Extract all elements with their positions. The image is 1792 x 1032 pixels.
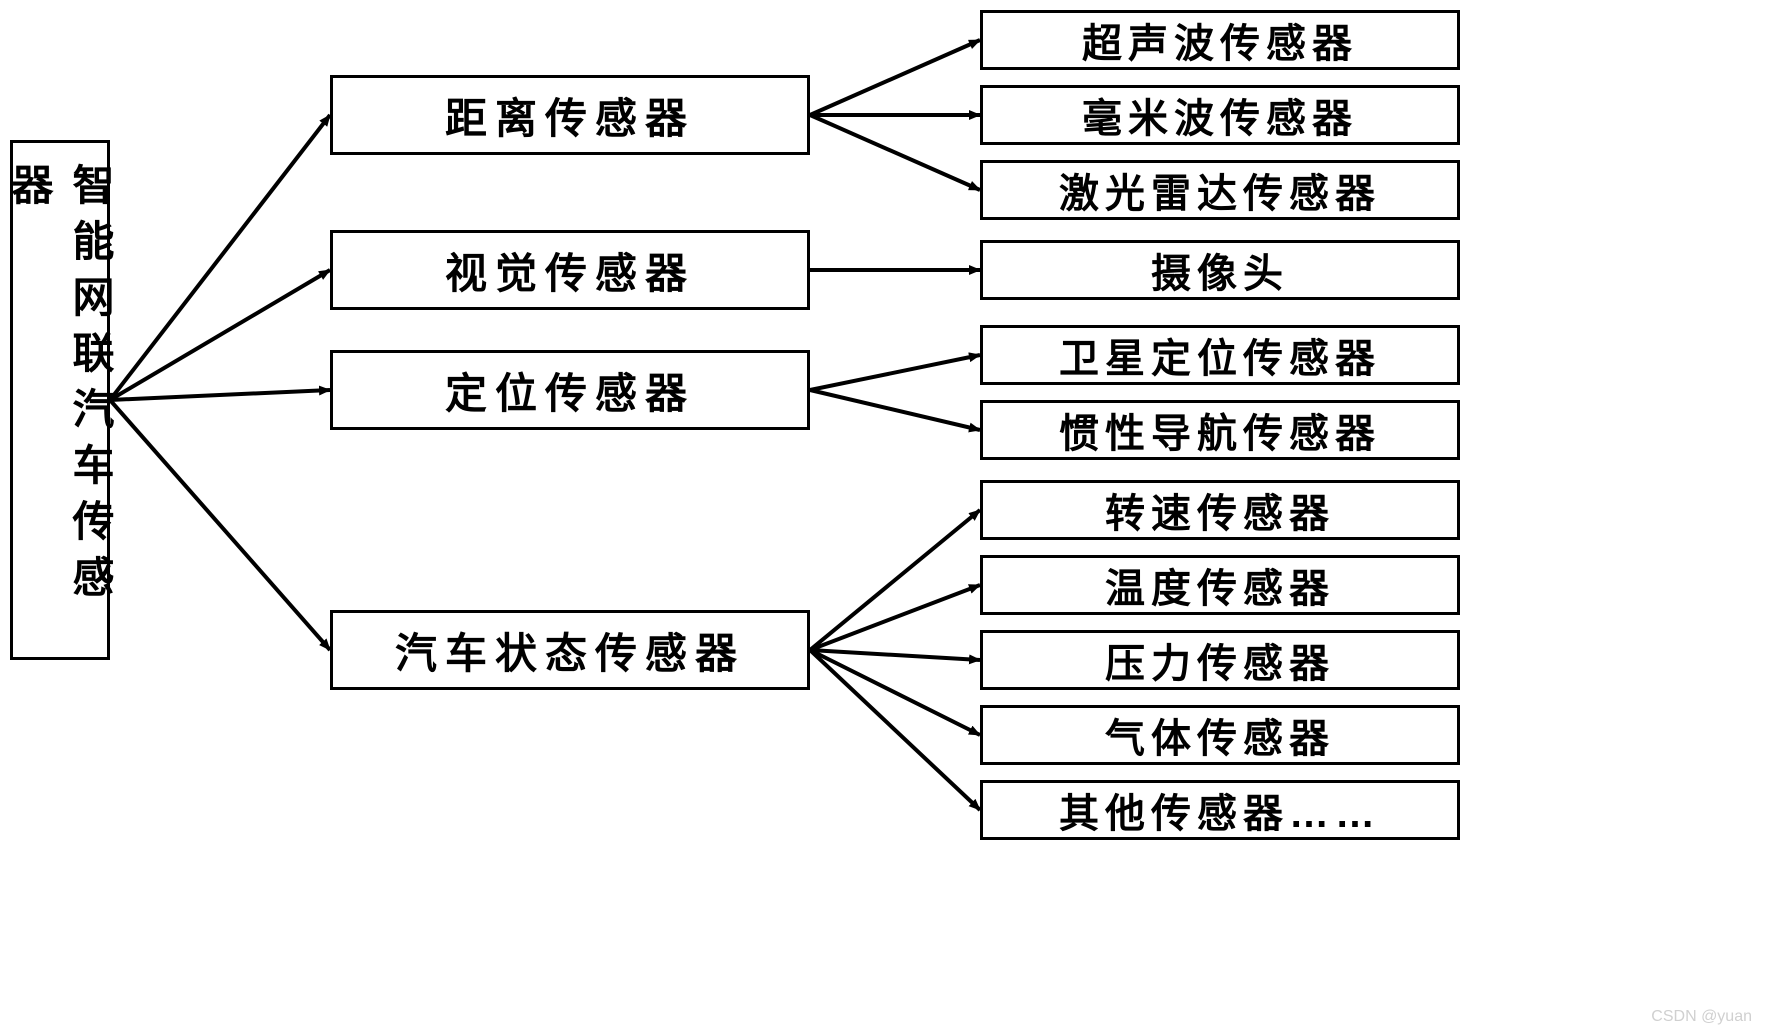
category-position: 定位传感器 — [330, 350, 810, 430]
leaf-0: 超声波传感器 — [980, 10, 1460, 70]
connector-layer — [0, 0, 1792, 1032]
leaf-10: 其他传感器…… — [980, 780, 1460, 840]
watermark-text: CSDN @yuan — [1651, 1008, 1752, 1026]
leaf-4: 卫星定位传感器 — [980, 325, 1460, 385]
category-vision: 视觉传感器 — [330, 230, 810, 310]
leaf-5: 惯性导航传感器 — [980, 400, 1460, 460]
leaf-8: 压力传感器 — [980, 630, 1460, 690]
category-distance: 距离传感器 — [330, 75, 810, 155]
root-node: 智能网联汽车传感器 — [10, 140, 110, 660]
leaf-2: 激光雷达传感器 — [980, 160, 1460, 220]
leaf-3: 摄像头 — [980, 240, 1460, 300]
leaf-7: 温度传感器 — [980, 555, 1460, 615]
category-status: 汽车状态传感器 — [330, 610, 810, 690]
leaf-9: 气体传感器 — [980, 705, 1460, 765]
leaf-1: 毫米波传感器 — [980, 85, 1460, 145]
leaf-6: 转速传感器 — [980, 480, 1460, 540]
